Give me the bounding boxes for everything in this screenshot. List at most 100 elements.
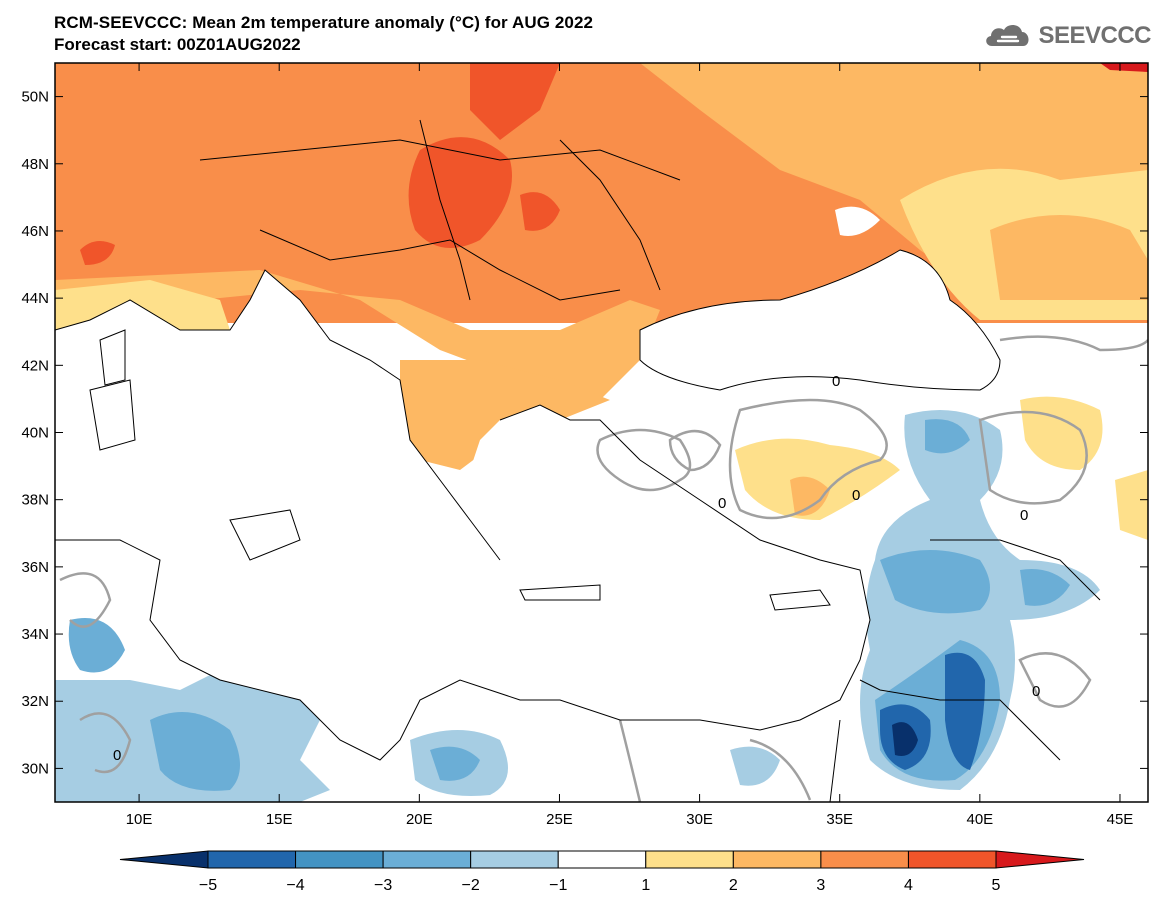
coastline-sicily (229, 509, 301, 561)
anomaly-neg1-neg2-egypt (730, 746, 780, 786)
coastline-cyprus (769, 589, 831, 611)
colorbar-box (295, 850, 384, 869)
anomaly-neg4-neg5-core (892, 722, 918, 756)
anomaly-1-2-iran (1115, 470, 1148, 540)
colorbar-label: 2 (729, 877, 738, 894)
coastline-south-med (55, 404, 871, 761)
lat-tick-label: 42N (21, 357, 49, 374)
anomaly-2-3-anatolia (790, 476, 830, 516)
anomaly-2-3-greece (400, 360, 610, 470)
contour-label: 0 (113, 747, 121, 764)
zero-contour-tunisia (59, 572, 112, 628)
anomaly-2-3-russia (990, 215, 1148, 300)
zero-contour-anatolia (728, 398, 888, 520)
contour-label: 0 (852, 487, 860, 504)
lon-tick-label: 35E (826, 811, 853, 828)
anomaly-4-5-romania (520, 192, 560, 231)
map-title: RCM-SEEVCCC: Mean 2m temperature anomaly… (54, 13, 594, 32)
anomaly-4-5-poland (470, 63, 560, 140)
colorbar: −5 −4 −3 −2 −1 1 2 3 4 5 (119, 850, 1085, 894)
zero-contour-egypt-west (618, 719, 642, 802)
border-romania (559, 139, 661, 291)
anomaly-neg2-neg3-turkey-east (925, 419, 970, 454)
contour-label: 0 (718, 495, 726, 512)
zero-contour-west-turkey (668, 430, 722, 472)
anomaly-neg2-neg3-tunisia (68, 618, 125, 673)
coastline-corsica (99, 329, 126, 386)
colorbar-label: 4 (904, 877, 913, 894)
colorbar-label: −1 (549, 877, 567, 894)
colorbar-box (382, 850, 472, 869)
lon-tick-label: 45E (1107, 811, 1134, 828)
sea-of-azov (835, 206, 880, 236)
anomaly-1-2-caucasus (1020, 396, 1103, 470)
longitude-axis: 10E 15E 20E 25E 30E 35E 40E 45E (126, 63, 1134, 828)
border-jordan (859, 679, 1061, 761)
colorbar-box (557, 850, 647, 869)
border-syria (930, 539, 1101, 601)
seevccc-logo: SEEVCCC (982, 20, 1151, 52)
colorbar-extend-low (119, 850, 209, 869)
zero-contours (59, 335, 1148, 802)
colorbar-box (645, 850, 734, 869)
lat-tick-label: 36N (21, 559, 49, 576)
zero-contour-north-caucasus (999, 335, 1148, 352)
zero-contour-libya (79, 712, 132, 774)
coastline-north-med (55, 269, 501, 561)
colorbar-label: −5 (199, 877, 217, 894)
anomaly-neg2-neg3-libya (150, 712, 240, 791)
border-egypt-israel (829, 719, 841, 802)
lat-tick-label: 30N (21, 760, 49, 777)
zero-contour-arabia (1018, 652, 1092, 708)
contour-label: 0 (832, 373, 840, 390)
anomaly-1-2-anatolia (735, 438, 900, 520)
lon-tick-label: 40E (966, 811, 993, 828)
zero-contour-labels: 0 0 0 0 0 0 (113, 373, 1040, 764)
colorbar-box (820, 850, 909, 869)
logo-text: SEEVCCC (1038, 22, 1151, 49)
colorbar-label: −2 (462, 877, 480, 894)
lon-tick-label: 15E (266, 811, 293, 828)
anomaly-gt5-northeast (1100, 63, 1148, 72)
coastlines-borders (55, 119, 1101, 802)
lat-tick-label: 46N (21, 223, 49, 240)
anomaly-neg2-neg3-cyrenaica (430, 746, 480, 781)
contour-label: 0 (1032, 683, 1040, 700)
colorbar-box (907, 850, 997, 869)
forecast-start-label: Forecast start: 00Z01AUG2022 (54, 35, 301, 54)
border-hungary (419, 119, 471, 301)
lat-tick-label: 32N (21, 693, 49, 710)
border-balkans (259, 229, 621, 301)
lat-tick-label: 34N (21, 626, 49, 643)
lon-tick-label: 25E (546, 811, 573, 828)
colorbar-label: 5 (992, 877, 1001, 894)
colorbar-extend-high (995, 850, 1085, 869)
anomaly-4-5-hungary (408, 137, 512, 248)
map-field (55, 63, 1148, 802)
coastline-sardinia (89, 379, 136, 451)
colorbar-label: −4 (286, 877, 304, 894)
anomaly-4-5-alps (80, 241, 115, 265)
anomaly-neg3-neg4-saudi (945, 652, 985, 770)
lon-tick-label: 30E (686, 811, 713, 828)
contour-label: 0 (1020, 507, 1028, 524)
colorbar-label: 3 (816, 877, 825, 894)
zero-contour-aegean (596, 428, 692, 492)
cloud-icon (986, 24, 1029, 46)
zero-contour-caucasus (978, 410, 1088, 505)
colorbar-box (470, 850, 559, 869)
lon-tick-label: 10E (126, 811, 153, 828)
colorbar-label: 1 (641, 877, 650, 894)
mediterranean-sea (55, 270, 870, 760)
coastline-black-sea (639, 249, 1001, 391)
colorbar-label: −3 (374, 877, 392, 894)
anomaly-neg2-neg3-syria (880, 550, 990, 614)
coastline-crete (519, 584, 601, 601)
lat-tick-label: 44N (21, 290, 49, 307)
lat-tick-label: 48N (21, 156, 49, 173)
lat-tick-label: 40N (21, 425, 49, 442)
colorbar-box (732, 850, 822, 869)
colorbar-box (207, 850, 297, 869)
lat-tick-label: 50N (21, 89, 49, 106)
